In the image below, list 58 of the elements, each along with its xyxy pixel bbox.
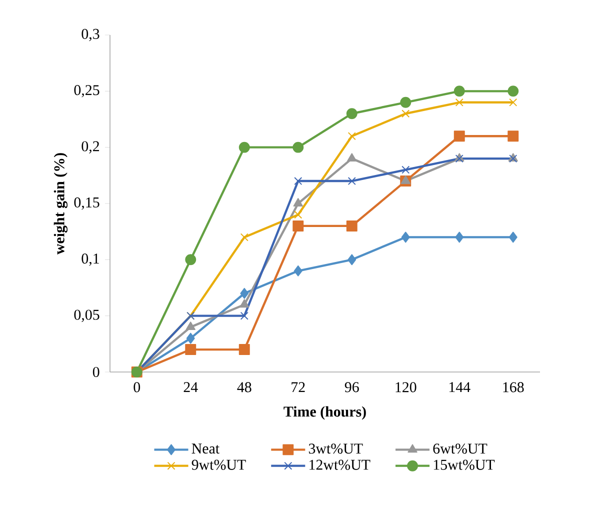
- point: [238, 142, 250, 153]
- point: [454, 130, 465, 142]
- point: [185, 254, 196, 266]
- point: [455, 232, 464, 243]
- point: [186, 322, 196, 330]
- x-tick-label: 96: [344, 382, 359, 392]
- point: [186, 332, 195, 344]
- point: [346, 108, 358, 120]
- point: [348, 177, 356, 186]
- point: [240, 233, 248, 242]
- point: [294, 177, 302, 186]
- x-axis-title: Time (hours): [284, 406, 366, 420]
- point: [238, 344, 250, 356]
- y-tick-label: 0,1: [82, 254, 99, 266]
- legend-label: 12wt%UT: [310, 460, 370, 470]
- legend-label: 9wt%UT: [192, 460, 246, 470]
- y-tick-label: 0,3: [82, 28, 100, 42]
- point: [402, 166, 410, 174]
- x-tick-label: 0: [134, 382, 140, 392]
- point: [401, 232, 410, 243]
- point: [454, 86, 465, 97]
- point: [508, 86, 519, 97]
- point: [240, 299, 250, 308]
- point: [400, 176, 410, 184]
- legend-label: 3wt%UT: [308, 444, 363, 454]
- point: [294, 265, 302, 276]
- point: [400, 96, 412, 108]
- point: [240, 288, 249, 299]
- x-tick-label: 24: [184, 382, 198, 392]
- point: [348, 132, 356, 140]
- point: [455, 98, 464, 106]
- y-tick-label: 0,25: [74, 85, 100, 98]
- point: [508, 130, 519, 142]
- point: [292, 142, 304, 153]
- legend-label: Neat: [192, 444, 220, 454]
- point: [509, 98, 518, 106]
- y-tick-label: 0,05: [74, 310, 100, 322]
- y-axis-title: weight gain (%): [54, 153, 68, 255]
- y-tick-label: 0: [92, 366, 100, 378]
- x-tick-label: 48: [237, 382, 252, 392]
- y-tick-label: 0,15: [74, 197, 100, 210]
- x-tick-label: 144: [449, 382, 470, 392]
- point: [348, 254, 356, 266]
- legend-label: 6wt%UT: [433, 444, 488, 454]
- point: [185, 344, 196, 356]
- point: [293, 198, 303, 206]
- point: [294, 210, 302, 219]
- x-tick-label: 168: [503, 382, 524, 392]
- point: [347, 153, 357, 162]
- point: [346, 220, 358, 232]
- point: [240, 312, 248, 320]
- legend-label: 15wt%UT: [434, 460, 495, 470]
- point: [292, 220, 304, 232]
- point: [508, 232, 518, 243]
- y-tick-label: 0,2: [82, 141, 100, 154]
- point: [402, 110, 410, 118]
- x-tick-label: 120: [396, 382, 416, 392]
- x-tick-label: 72: [292, 382, 305, 392]
